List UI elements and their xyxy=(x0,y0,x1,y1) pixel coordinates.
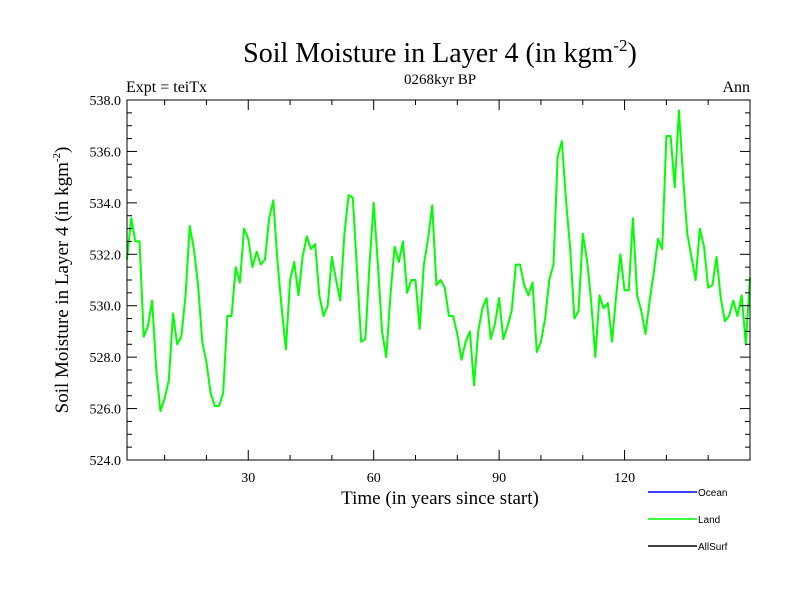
axis-ticks xyxy=(127,99,750,461)
y-axis-label: Soil Moisture in Layer 4 (in kgm-2) xyxy=(51,147,73,414)
chart-title-main: Soil Moisture in Layer 4 (in kgm xyxy=(243,38,613,69)
y-tick-label: 530.0 xyxy=(90,300,122,315)
x-tick-label: 90 xyxy=(492,471,506,486)
chart-subtitle: 0268kyr BP xyxy=(404,72,476,88)
legend-label-allsurf: AllSurf xyxy=(698,542,728,553)
y-tick-label: 528.0 xyxy=(90,351,122,366)
y-axis-label-superscript: -2 xyxy=(51,153,63,162)
plot-lines xyxy=(126,109,751,413)
plot-frame xyxy=(126,99,751,461)
y-tick-label: 538.0 xyxy=(90,94,122,109)
y-tick-label: 524.0 xyxy=(90,454,122,469)
experiment-label: Expt = teiTx xyxy=(126,79,207,96)
x-tick-label: 120 xyxy=(614,471,635,486)
legend: Ocean Land AllSurf xyxy=(648,488,728,553)
axis-tick-labels: 30 60 90 120 524.0 526.0 528.0 530.0 532.0 534.0 5… xyxy=(90,94,636,486)
x-axis-label: Time (in years since start) xyxy=(341,488,539,509)
legend-label-land: Land xyxy=(698,515,720,526)
y-tick-label: 526.0 xyxy=(90,403,122,418)
chart-title: Soil Moisture in Layer 4 (in kgm-2) xyxy=(243,36,637,69)
chart-title-superscript: -2 xyxy=(613,36,627,55)
y-tick-label: 532.0 xyxy=(90,248,122,263)
legend-label-ocean: Ocean xyxy=(698,488,727,499)
y-tick-label: 536.0 xyxy=(90,145,122,160)
chart-title-close: ) xyxy=(628,38,637,69)
y-axis-label-main: Soil Moisture in Layer 4 (in kgm xyxy=(52,162,73,413)
y-tick-label: 534.0 xyxy=(90,197,122,212)
y-axis-label-close: ) xyxy=(52,147,73,153)
series-line-land xyxy=(126,109,751,413)
x-tick-label: 60 xyxy=(367,471,381,486)
season-label: Ann xyxy=(722,79,750,96)
x-tick-label: 30 xyxy=(241,471,255,486)
